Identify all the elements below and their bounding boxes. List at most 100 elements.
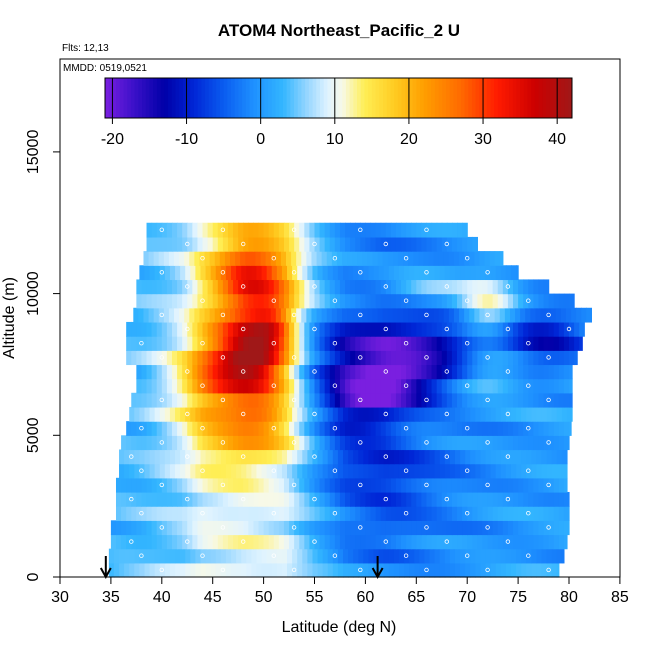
heat-cell <box>429 562 436 578</box>
sample-point <box>403 468 409 473</box>
heat-cell <box>375 378 382 394</box>
heat-cell <box>454 406 461 422</box>
heat-cell <box>314 520 321 536</box>
heat-cell <box>304 392 311 408</box>
colorbar-swatch <box>475 78 480 118</box>
heat-cell <box>546 449 553 465</box>
heat-cell <box>467 350 473 366</box>
heat-cell <box>507 421 514 436</box>
heat-cell <box>507 520 514 536</box>
heat-cell <box>302 463 308 479</box>
heat-cell <box>431 506 438 521</box>
heat-cell <box>126 477 132 493</box>
heat-cell <box>377 307 384 323</box>
heat-cell <box>421 506 428 521</box>
heat-cell <box>469 307 475 323</box>
heat-cell <box>215 463 222 479</box>
heat-cell <box>278 279 285 295</box>
heat-cell <box>289 236 295 252</box>
heat-cell <box>485 562 492 578</box>
heat-cell <box>492 421 499 436</box>
heat-cell <box>416 534 422 550</box>
heat-cell <box>276 449 283 465</box>
heat-cell <box>465 406 471 422</box>
sample-point <box>526 468 531 473</box>
heat-cell <box>505 463 512 479</box>
heat-cell <box>113 562 120 578</box>
heat-cell <box>311 251 318 266</box>
heat-cell <box>299 392 305 408</box>
heat-cell <box>431 477 438 493</box>
heat-cell <box>327 406 334 422</box>
heat-cell <box>462 520 468 536</box>
heat-cell <box>451 435 458 451</box>
heat-cell <box>185 548 191 564</box>
heat-cell <box>199 251 206 266</box>
heat-cell <box>314 350 321 366</box>
heat-cell <box>393 265 400 281</box>
heat-cell <box>497 520 504 536</box>
heat-cell <box>321 307 328 323</box>
heat-cell <box>355 435 361 451</box>
heat-cell <box>289 506 295 521</box>
sample-point <box>465 468 470 473</box>
heat-cell <box>451 421 458 436</box>
sample-point <box>129 496 134 502</box>
heat-cell <box>368 265 375 281</box>
heat-cell <box>348 562 354 578</box>
heat-cell <box>136 279 143 295</box>
heat-cell <box>343 406 349 422</box>
heat-cell <box>192 321 199 337</box>
colorbar-swatch <box>368 78 373 118</box>
heat-cell <box>345 421 351 436</box>
heat-cell <box>151 350 158 366</box>
sample-point <box>505 369 511 374</box>
heat-cell <box>411 279 417 295</box>
heat-cell <box>238 222 244 238</box>
heat-cell <box>321 251 328 266</box>
heat-cell <box>266 265 273 281</box>
heat-cell <box>154 548 161 564</box>
heat-cell <box>416 520 422 536</box>
heat-cell <box>416 421 422 436</box>
heat-cell <box>358 406 364 422</box>
heat-cell <box>360 520 366 536</box>
heat-cell <box>401 534 407 550</box>
heat-cell <box>480 406 487 422</box>
heat-cell <box>177 350 183 366</box>
heat-cell <box>543 392 550 408</box>
heat-cell <box>398 265 405 281</box>
heat-cell <box>363 463 370 479</box>
heat-cell <box>141 491 148 507</box>
heat-cell <box>492 350 499 366</box>
heat-cell <box>299 421 305 436</box>
heat-cell <box>126 321 132 337</box>
heat-cell <box>528 506 534 521</box>
heat-cell <box>314 222 321 238</box>
colorbar-tick-label: 20 <box>400 131 418 148</box>
heat-cell <box>581 307 587 323</box>
heat-cell <box>205 463 212 479</box>
colorbar-swatch <box>338 78 343 118</box>
heat-cell <box>339 506 346 521</box>
heat-cell <box>490 406 497 422</box>
heat-cell <box>177 392 183 408</box>
heat-cell <box>536 548 543 564</box>
heat-cell <box>268 350 275 366</box>
heat-cell <box>556 449 563 465</box>
heat-cell <box>294 421 300 436</box>
heat-cell <box>217 392 224 408</box>
heat-cell <box>299 293 305 309</box>
heat-cell <box>411 477 417 493</box>
sample-point <box>424 227 429 232</box>
heat-cell <box>275 307 282 323</box>
heat-cell <box>388 406 395 422</box>
heat-cell <box>268 506 275 521</box>
heat-cell <box>302 562 308 578</box>
x-tick-label: 60 <box>357 589 375 606</box>
heat-cell <box>470 449 476 465</box>
heat-cell <box>423 307 430 323</box>
heat-cell <box>426 477 433 493</box>
heat-cell <box>375 520 382 536</box>
heat-cell <box>431 491 438 507</box>
